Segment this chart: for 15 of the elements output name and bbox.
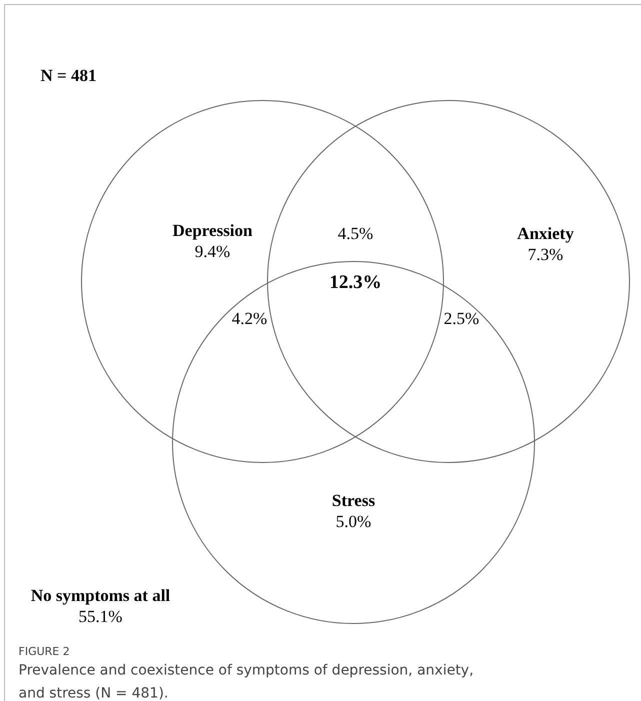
text: 2.5% <box>444 309 480 328</box>
data-label: 55.1% <box>78 607 122 626</box>
data-label: 7.3% <box>528 245 564 264</box>
data-label: 5.0% <box>336 512 372 531</box>
data-label: 9.4% <box>194 242 230 261</box>
category-label: No symptoms at all <box>30 586 170 605</box>
caption: FIGURE 2 <box>18 645 70 658</box>
text: 4.5% <box>338 224 374 243</box>
text: N = 481 <box>40 66 96 85</box>
category-label: Stress <box>332 491 376 510</box>
text: Prevalence and coexistence of symptoms of depression, anxiety, and stress (N = 481). <box>18 662 474 701</box>
category-label: Anxiety <box>517 224 574 243</box>
category-label: Depression <box>172 221 254 240</box>
text: 12.3% <box>329 272 382 293</box>
text: 4.2% <box>232 309 268 328</box>
